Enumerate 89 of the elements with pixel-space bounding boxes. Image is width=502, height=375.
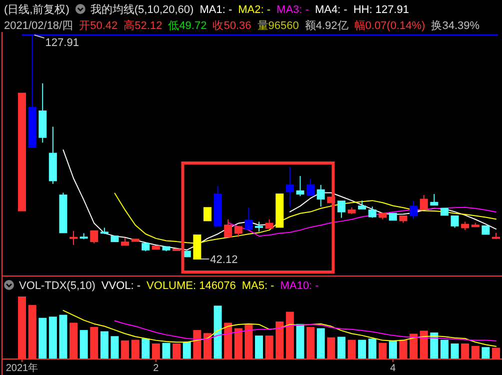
bar	[492, 348, 500, 358]
bar	[276, 322, 284, 358]
bar	[18, 296, 26, 358]
text: 开50.42	[79, 20, 118, 32]
bar	[28, 305, 36, 358]
text: 换34.39%	[431, 20, 480, 32]
bar	[316, 328, 325, 358]
text: MA3: -	[276, 4, 310, 16]
bar	[172, 343, 181, 358]
bar	[203, 333, 212, 358]
candlestick	[368, 206, 376, 218]
candlestick	[296, 176, 304, 197]
bar	[244, 324, 253, 358]
candlestick	[306, 178, 315, 196]
annotation: 42.12	[210, 254, 238, 266]
bar	[358, 340, 366, 358]
candlestick	[224, 218, 232, 238]
bar	[59, 314, 68, 358]
bar	[80, 330, 88, 358]
bar	[450, 343, 459, 358]
chart-title: (日线,前复权)	[4, 3, 70, 16]
bar	[461, 343, 470, 358]
text: MA5: -	[242, 280, 275, 292]
bar	[410, 334, 418, 358]
bar	[265, 336, 274, 358]
candlestick	[430, 194, 438, 206]
candlestick	[203, 207, 212, 222]
bar	[296, 324, 304, 358]
text: HH: 127.91	[353, 4, 409, 16]
bar	[142, 338, 150, 358]
bar	[152, 343, 160, 358]
bar	[388, 340, 397, 358]
text: 低49.72	[168, 20, 207, 32]
bar	[378, 342, 387, 358]
x-tick-label: 2021年	[6, 362, 38, 374]
bar	[38, 318, 47, 358]
bar	[348, 340, 356, 358]
text: 额4.92亿	[304, 19, 348, 32]
bar	[327, 337, 336, 358]
bar	[337, 336, 346, 358]
candlestick	[286, 166, 294, 208]
candlestick	[420, 194, 428, 210]
bar	[121, 340, 130, 358]
bar	[368, 338, 376, 358]
candlestick	[337, 200, 346, 218]
text: 2021/02/18/四	[4, 20, 74, 32]
text: 幅0.07(0.14%)	[354, 20, 426, 32]
bar	[440, 340, 448, 358]
candlestick	[450, 215, 459, 228]
annotation: 127.91	[45, 37, 79, 49]
chart-subtitle: 我的均线(5,10,20,60)	[90, 3, 194, 16]
bar	[255, 336, 263, 358]
text: VOLUME: 146076	[146, 280, 236, 292]
text: 高52.12	[124, 19, 162, 32]
bar	[214, 306, 222, 358]
bar	[70, 322, 78, 358]
chart-title: VOL-TDX(5,10)	[19, 280, 96, 292]
text: 收50.36	[212, 20, 252, 32]
bar	[110, 336, 119, 358]
candlestick	[316, 184, 325, 208]
text: MA1: -	[200, 4, 232, 16]
bar	[100, 331, 108, 358]
bar	[399, 340, 408, 358]
bar	[162, 342, 170, 358]
x-tick-label: 4	[390, 363, 396, 374]
candlestick	[234, 226, 242, 238]
candlestick	[70, 230, 78, 246]
text: MA2: -	[238, 4, 271, 16]
candlestick	[410, 200, 418, 220]
bar	[306, 327, 315, 358]
bar	[286, 312, 294, 358]
bar	[224, 322, 232, 358]
candlestick	[244, 206, 253, 230]
bar	[420, 330, 428, 358]
bar	[482, 347, 490, 358]
bar	[471, 346, 480, 358]
text: MA4: -	[314, 4, 348, 16]
bar	[234, 328, 242, 358]
candlestick	[255, 221, 263, 232]
bar	[131, 340, 140, 358]
bar	[90, 327, 98, 358]
x-tick-label: 2	[153, 363, 160, 374]
text: 量96560	[257, 20, 299, 32]
candlestick	[90, 230, 98, 244]
text: MA10: -	[280, 280, 320, 292]
bar	[182, 342, 191, 358]
text: VVOL: -	[101, 280, 141, 292]
bar	[48, 316, 57, 358]
bar	[193, 330, 202, 358]
